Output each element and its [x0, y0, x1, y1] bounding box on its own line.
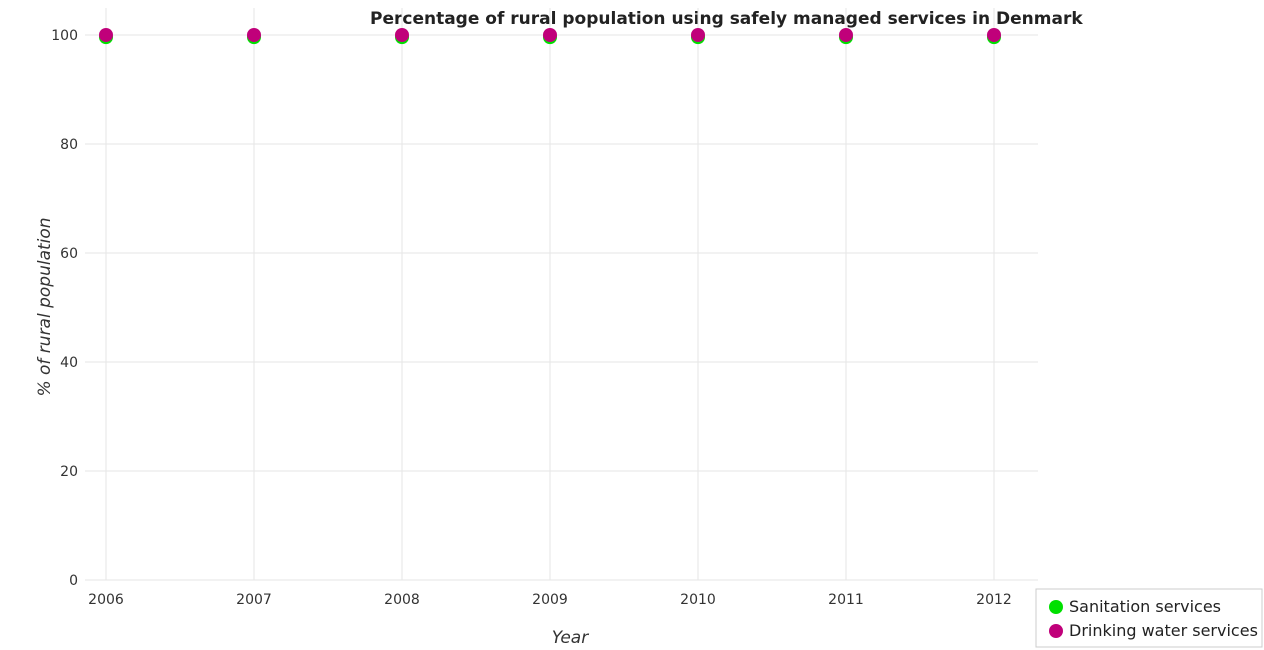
x-axis-ticks: 2006 2007 2008 2009 2010 2011 2012	[88, 592, 1012, 608]
x-tick-label: 2010	[680, 592, 716, 608]
x-tick-label: 2011	[828, 592, 864, 608]
legend-label-sanitation: Sanitation services	[1069, 597, 1221, 616]
drinking-water-point-2009	[543, 28, 557, 42]
chart-title: Percentage of rural population using saf…	[370, 9, 1083, 29]
drinking-water-point-2006	[99, 28, 113, 42]
y-tick-label: 0	[69, 573, 78, 589]
y-tick-label: 60	[60, 246, 78, 262]
y-tick-label: 40	[60, 355, 78, 371]
x-tick-label: 2012	[976, 592, 1012, 608]
legend: Sanitation services Drinking water servi…	[1035, 588, 1263, 648]
x-tick-label: 2006	[88, 592, 124, 608]
y-axis-ticks: 0 20 40 60 80 100	[51, 28, 78, 589]
x-tick-label: 2008	[384, 592, 420, 608]
y-tick-label: 100	[51, 28, 78, 44]
drinking-water-point-2012	[987, 28, 1001, 42]
legend-marker-drinking-water	[1049, 624, 1063, 638]
y-tick-label: 20	[60, 464, 78, 480]
data-points	[99, 28, 1001, 45]
drinking-water-point-2007	[247, 28, 261, 42]
y-axis-label: % of rural population	[35, 217, 55, 396]
legend-marker-sanitation	[1049, 600, 1063, 614]
drinking-water-point-2011	[839, 28, 853, 42]
legend-label-drinking-water: Drinking water services	[1069, 621, 1258, 640]
legend-box	[1035, 588, 1263, 648]
drinking-water-point-2010	[691, 28, 705, 42]
y-tick-label: 80	[60, 137, 78, 153]
x-tick-label: 2009	[532, 592, 568, 608]
x-tick-label: 2007	[236, 592, 272, 608]
x-axis-label: Year	[552, 628, 589, 648]
drinking-water-point-2008	[395, 28, 409, 42]
gridlines	[85, 8, 1038, 581]
